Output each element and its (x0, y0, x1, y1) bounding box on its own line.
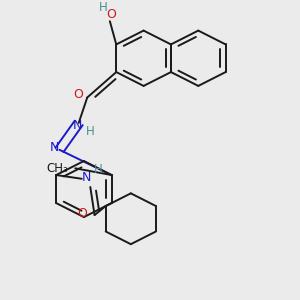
Text: H: H (94, 163, 102, 176)
Text: N: N (50, 141, 59, 154)
Text: H: H (86, 124, 95, 138)
Text: N: N (73, 119, 82, 132)
Text: N: N (81, 171, 91, 184)
Text: O: O (106, 8, 116, 21)
Text: CH₃: CH₃ (46, 162, 68, 175)
Text: O: O (73, 88, 83, 101)
Text: H: H (99, 1, 107, 13)
Text: O: O (78, 207, 88, 220)
